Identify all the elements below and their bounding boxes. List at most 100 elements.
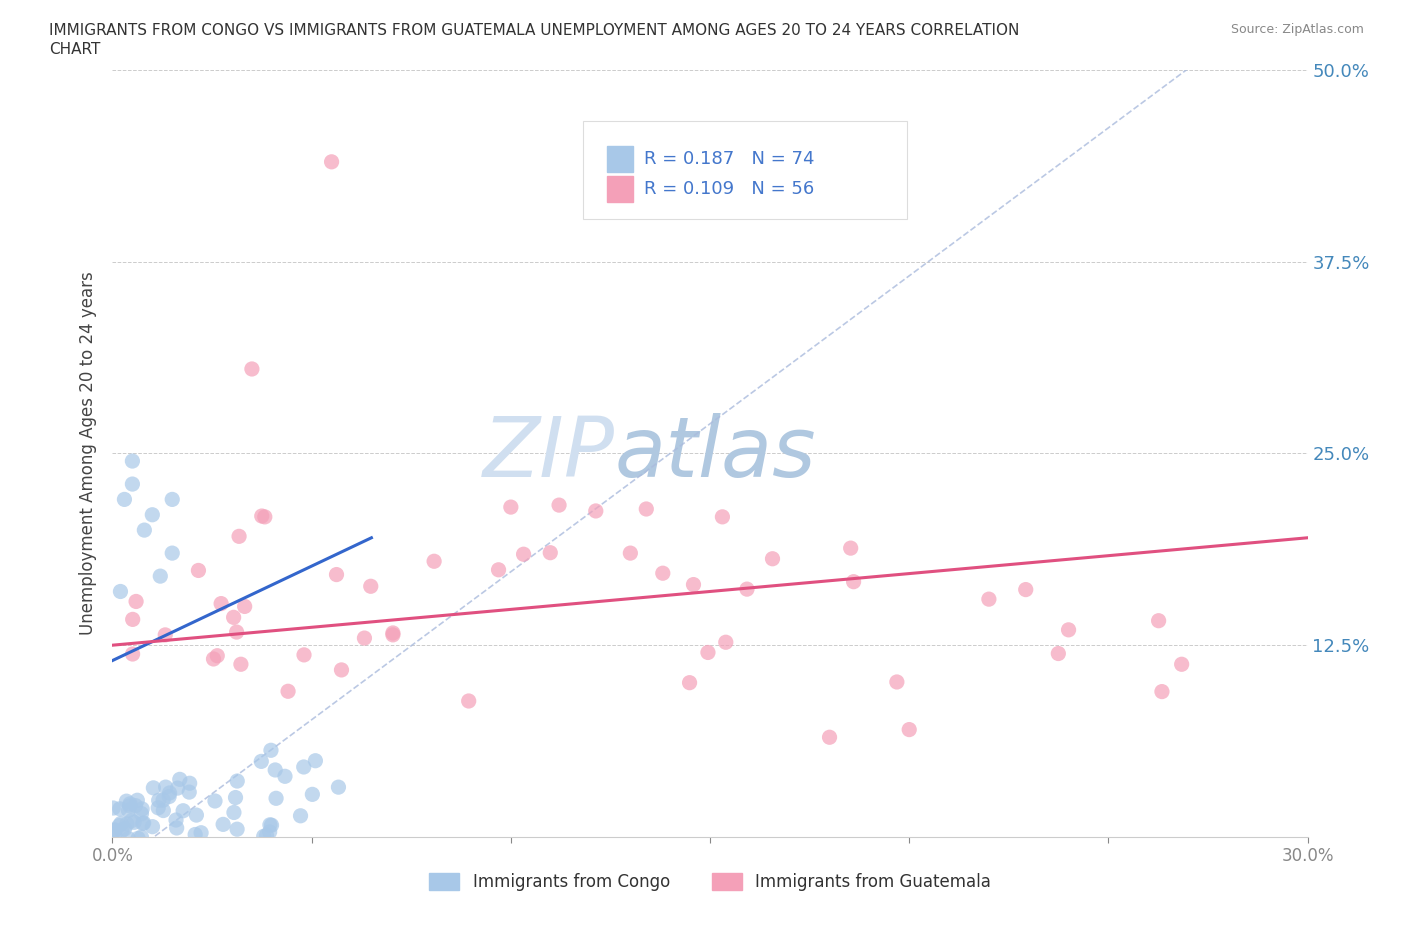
Point [162,492,183,507]
Point [678,675,700,690]
Point [304,753,326,768]
Y-axis label: Unemployment Among Ages 20 to 24 years: Unemployment Among Ages 20 to 24 years [79,272,97,635]
Point [423,554,446,569]
Point [159,786,181,801]
Point [108,802,131,817]
Point [190,825,212,840]
Point [761,551,783,566]
Point [226,774,249,789]
Point [651,565,673,580]
Point [222,805,245,820]
Point [259,817,281,832]
Point [212,817,235,831]
Point [264,790,287,805]
Point [1047,646,1070,661]
Point [104,827,127,842]
Point [225,625,247,640]
Point [499,499,522,514]
Point [166,820,188,835]
Point [512,547,534,562]
Point [103,822,125,837]
Point [115,793,138,808]
Point [131,806,153,821]
Point [117,804,139,818]
Point [977,591,1000,606]
Point [187,563,209,578]
Point [321,154,343,169]
Point [104,823,127,838]
Point [132,816,155,830]
Point [152,792,174,807]
Point [253,510,276,525]
Point [127,792,149,807]
Point [172,804,194,818]
Point [225,790,247,805]
Point [1057,622,1080,637]
Point [155,628,177,643]
Point [110,584,132,599]
Point [682,578,704,592]
Point [114,821,136,836]
Point [157,790,180,804]
Point [115,817,138,831]
Legend: Immigrants from Congo, Immigrants from Guatemala: Immigrants from Congo, Immigrants from G… [423,866,997,897]
Point [711,510,734,525]
Point [131,830,153,844]
Point [108,818,131,833]
Point [148,793,170,808]
Point [330,662,353,677]
Point [103,801,125,816]
Point [204,793,226,808]
Text: IMMIGRANTS FROM CONGO VS IMMIGRANTS FROM GUATEMALA UNEMPLOYMENT AMONG AGES 20 TO: IMMIGRANTS FROM CONGO VS IMMIGRANTS FROM… [49,23,1019,38]
Point [186,807,208,822]
Point [381,626,404,641]
Point [292,760,315,775]
Point [141,819,163,834]
Point [259,825,281,840]
Point [250,754,273,769]
Text: R = 0.109   N = 56: R = 0.109 N = 56 [644,180,814,198]
Point [585,503,607,518]
Point [290,808,312,823]
Point [735,581,758,596]
Point [121,612,143,627]
Point [457,694,479,709]
Point [1147,613,1170,628]
Point [125,594,148,609]
Point [260,817,283,832]
Point [110,816,132,830]
Point [152,804,174,818]
Point [134,523,156,538]
Text: ZIP: ZIP [482,413,614,494]
Point [292,647,315,662]
Point [250,509,273,524]
Point [898,722,921,737]
Point [169,772,191,787]
Point [277,684,299,698]
Point [619,546,641,561]
Point [488,563,510,578]
Point [121,813,143,828]
Point [141,508,163,523]
Point [253,829,276,844]
Point [121,454,143,469]
Point [222,610,245,625]
Point [839,540,862,555]
Text: R = 0.187   N = 74: R = 0.187 N = 74 [644,150,814,168]
Point [381,628,404,643]
Point [132,816,155,830]
Point [842,574,865,589]
Point [256,828,278,843]
Point [353,631,375,645]
Point [127,830,149,845]
Point [121,646,143,661]
Point [121,476,143,491]
Point [166,780,188,795]
Point [538,545,561,560]
Point [118,796,141,811]
Point [264,763,287,777]
Point [111,823,134,838]
Point [548,498,571,512]
Point [124,798,146,813]
Text: atlas: atlas [614,413,815,494]
